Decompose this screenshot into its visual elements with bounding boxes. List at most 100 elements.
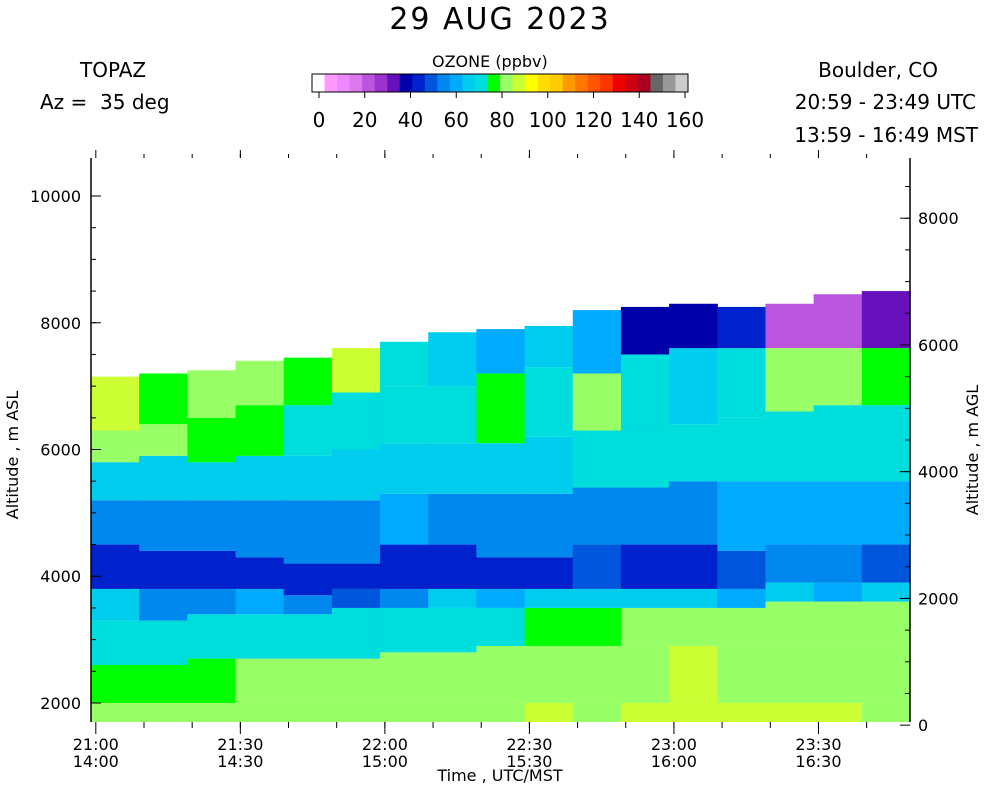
ozone-profile-cell: [235, 360, 285, 406]
ozone-profile-cell: [331, 702, 381, 722]
ozone-profile-cell: [620, 306, 670, 355]
ozone-profile-cell: [380, 443, 429, 494]
ozone-profile-cell: [235, 455, 285, 501]
x-axis-label: Time , UTC/MST: [437, 766, 563, 785]
colorbar-cell: [487, 74, 501, 92]
ozone-profile-cell: [91, 500, 140, 545]
colorbar-cell: [562, 74, 576, 92]
ozone-profile-cell: [331, 348, 381, 393]
ozone-profile-cell: [669, 607, 718, 646]
ozone-profile-cell: [765, 411, 815, 482]
ozone-profile-cell: [139, 620, 188, 665]
colorbar-frame: [311, 73, 689, 93]
ozone-profile-cell: [861, 582, 911, 602]
ozone-profile-cell: [91, 462, 140, 501]
y-axis-label-left: Altitude , m ASL: [3, 391, 22, 520]
instrument-name: TOPAZ: [80, 58, 147, 82]
ozone-profile-cell: [524, 588, 574, 608]
ozone-profile-cell: [380, 607, 429, 653]
ozone-profile-cell: [861, 645, 911, 703]
ozone-profile-cell: [91, 702, 140, 722]
ozone-profile-cell: [620, 544, 670, 589]
ozone-profile-cell: [813, 405, 863, 482]
ozone-profile-cell: [91, 664, 140, 703]
ozone-profile-cell: [235, 702, 285, 722]
left-y-tick-label: 6000: [40, 441, 81, 460]
colorbar-cell: [587, 74, 601, 92]
colorbar-cell: [675, 74, 689, 92]
ozone-profile-cell: [380, 588, 429, 608]
ozone-profile-cell: [813, 601, 863, 646]
ozone-profile-cell: [380, 702, 429, 722]
x-tick-label-mst: 16:00: [651, 752, 697, 771]
ozone-profile-cell: [813, 544, 863, 583]
colorbar-cell: [349, 74, 363, 92]
right-y-tick-label: 0: [918, 716, 928, 735]
ozone-profile-cell: [139, 500, 188, 551]
colorbar-tick-label: 100: [528, 108, 567, 132]
ozone-profile-cell: [717, 348, 767, 418]
ozone-profile-cell: [380, 652, 429, 703]
ozone-profile-cell: [476, 443, 526, 494]
ozone-profile-cell: [476, 329, 526, 374]
ozone-profile-cell: [283, 455, 333, 501]
ozone-profile-cell: [572, 588, 622, 608]
ozone-profile-cell: [765, 601, 815, 646]
right-y-tick-label: 4000: [918, 463, 959, 482]
left-y-tick-label: 8000: [40, 314, 81, 333]
ozone-profile-cell: [765, 582, 815, 602]
ozone-profile-cell: [669, 424, 718, 482]
colorbar-tick-label: 140: [620, 108, 659, 132]
x-tick-label-utc: 21:00: [73, 735, 119, 754]
ozone-profile-cell: [139, 373, 188, 425]
ozone-profile-cell: [717, 607, 767, 646]
colorbar-cell: [625, 74, 639, 92]
ozone-profile-cell: [380, 341, 429, 387]
ozone-profile-cell: [572, 310, 622, 374]
left-y-tick-label: 2000: [40, 694, 81, 713]
ozone-profile-cell: [861, 544, 911, 583]
ozone-profile-cell: [669, 544, 718, 589]
x-tick-label-utc: 23:00: [651, 735, 697, 754]
ozone-profile-cell: [428, 493, 478, 545]
ozone-profile-cell: [428, 443, 478, 494]
colorbar-tick-label: 60: [443, 108, 469, 132]
ozone-profile-cell: [187, 702, 237, 722]
ozone-profile-cell: [813, 348, 863, 406]
ozone-profile-cell: [669, 645, 718, 703]
ozone-profile-cell: [813, 702, 863, 722]
mst-time-range: 13:59 - 16:49 MST: [794, 123, 978, 147]
ozone-profile-cell: [428, 702, 478, 722]
colorbar-tick-label: 80: [489, 108, 515, 132]
right-y-tick-label: 6000: [918, 336, 959, 355]
ozone-profile-cell: [813, 481, 863, 545]
colorbar-cell: [612, 74, 626, 92]
ozone-profile-cell: [717, 588, 767, 608]
ozone-profile-cell: [861, 348, 911, 406]
colorbar-tick-label: 40: [397, 108, 424, 132]
ozone-profile-cell: [187, 550, 237, 589]
x-tick-label-mst: 15:00: [362, 752, 408, 771]
x-tick-label-utc: 23:30: [795, 735, 841, 754]
ozone-profile-cell: [235, 405, 285, 456]
x-tick-label-mst: 14:30: [217, 752, 263, 771]
ozone-profile-cell: [572, 430, 622, 488]
ozone-profile-cell: [669, 702, 718, 722]
ozone-profile-cell: [428, 544, 478, 589]
colorbar-tick-label: 120: [574, 108, 613, 132]
x-tick-label-utc: 22:00: [362, 735, 408, 754]
ozone-profile-cell: [524, 325, 574, 368]
ozone-profile-cell: [620, 430, 670, 488]
ozone-profile-cell: [91, 430, 140, 463]
azimuth-label: Az = 35 deg: [40, 90, 170, 114]
ozone-profile-cell: [813, 294, 863, 349]
ozone-profile-cell: [861, 601, 911, 646]
colorbar-cell: [474, 74, 488, 92]
ozone-profile-cell: [572, 544, 622, 589]
ozone-profile-cell: [476, 607, 526, 646]
x-tick-label-mst: 16:30: [795, 752, 841, 771]
ozone-profile-cell: [187, 588, 237, 615]
colorbar-cell: [537, 74, 551, 92]
ozone-profile-cell: [524, 645, 574, 703]
colorbar-cell: [449, 74, 463, 92]
